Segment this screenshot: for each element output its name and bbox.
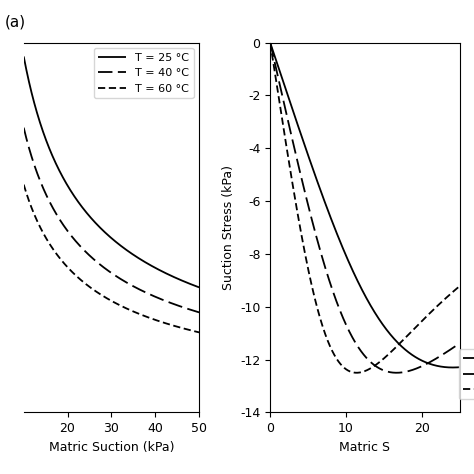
Legend: T = 25 °C, T = 40 °C, T = 60 °C: T = 25 °C, T = 40 °C, T = 60 °C — [459, 349, 474, 400]
X-axis label: Matric Suction (kPa): Matric Suction (kPa) — [49, 441, 174, 454]
X-axis label: Matric S: Matric S — [339, 441, 391, 454]
Text: (a): (a) — [5, 14, 26, 29]
Y-axis label: Suction Stress (kPa): Suction Stress (kPa) — [221, 165, 235, 290]
Legend: T = 25 °C, T = 40 °C, T = 60 °C: T = 25 °C, T = 40 °C, T = 60 °C — [94, 48, 193, 98]
